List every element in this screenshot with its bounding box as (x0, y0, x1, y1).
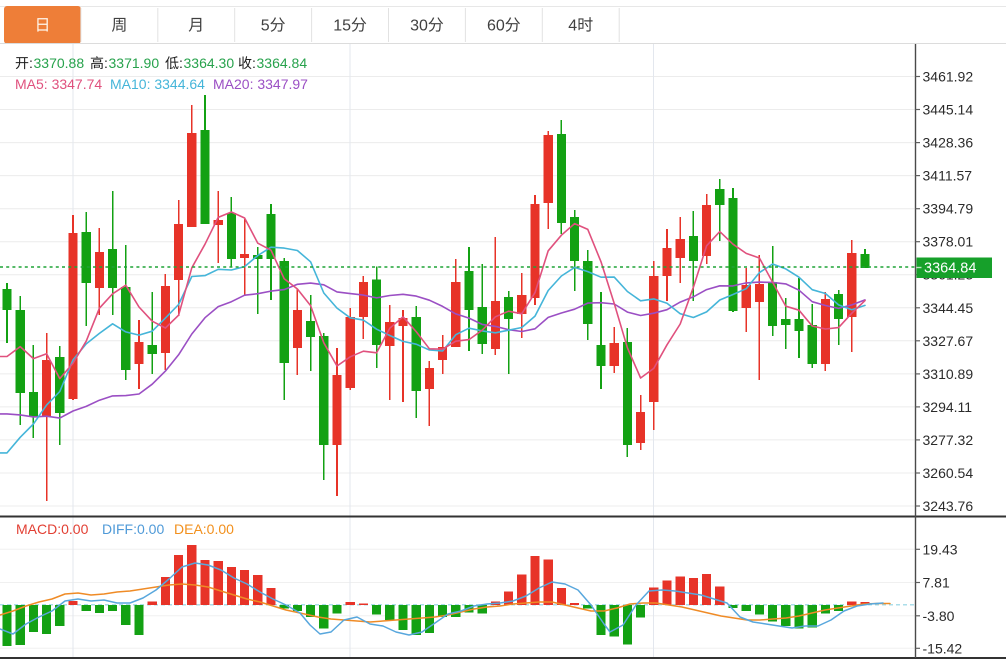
svg-text:-3.80: -3.80 (923, 608, 955, 624)
svg-text:3411.57: 3411.57 (923, 168, 973, 184)
svg-text:60: 60 (487, 18, 505, 35)
svg-text:3364.30: 3364.30 (184, 55, 235, 71)
svg-text:MA5: 3347.74: MA5: 3347.74 (15, 76, 102, 92)
svg-text:3364.84: 3364.84 (257, 55, 308, 71)
svg-text:4: 4 (568, 18, 577, 35)
svg-text:15: 15 (333, 18, 351, 35)
svg-text::: : (29, 55, 33, 71)
svg-text:3327.67: 3327.67 (923, 333, 974, 349)
svg-text:3394.79: 3394.79 (923, 201, 974, 217)
svg-text:3428.36: 3428.36 (923, 135, 974, 151)
svg-text:3260.54: 3260.54 (923, 465, 974, 481)
svg-text:3370.88: 3370.88 (34, 55, 85, 71)
svg-text:MA10: 3344.64: MA10: 3344.64 (110, 76, 205, 92)
svg-text:3277.32: 3277.32 (923, 432, 974, 448)
svg-text:3294.11: 3294.11 (923, 399, 973, 415)
svg-text:3371.90: 3371.90 (109, 55, 160, 71)
svg-text:30: 30 (410, 18, 428, 35)
svg-text:DIFF:0.00: DIFF:0.00 (102, 521, 164, 537)
svg-text::: : (104, 55, 108, 71)
svg-text:3378.01: 3378.01 (923, 234, 974, 250)
svg-text:3310.89: 3310.89 (923, 366, 974, 382)
svg-text:3243.76: 3243.76 (923, 498, 974, 514)
svg-text:19.43: 19.43 (923, 541, 958, 557)
svg-text:3445.14: 3445.14 (923, 102, 974, 118)
svg-text:5: 5 (261, 18, 270, 35)
svg-text:7.81: 7.81 (923, 575, 950, 591)
svg-text:-15.42: -15.42 (923, 640, 963, 656)
svg-text::: : (252, 55, 256, 71)
svg-text:3461.92: 3461.92 (923, 69, 974, 85)
svg-text:3364.84: 3364.84 (924, 260, 976, 276)
svg-text:3344.45: 3344.45 (923, 300, 974, 316)
svg-text::: : (179, 55, 183, 71)
svg-text:DEA:0.00: DEA:0.00 (174, 521, 234, 537)
svg-text:MA20: 3347.97: MA20: 3347.97 (213, 76, 308, 92)
svg-text:MACD:0.00: MACD:0.00 (16, 521, 89, 537)
